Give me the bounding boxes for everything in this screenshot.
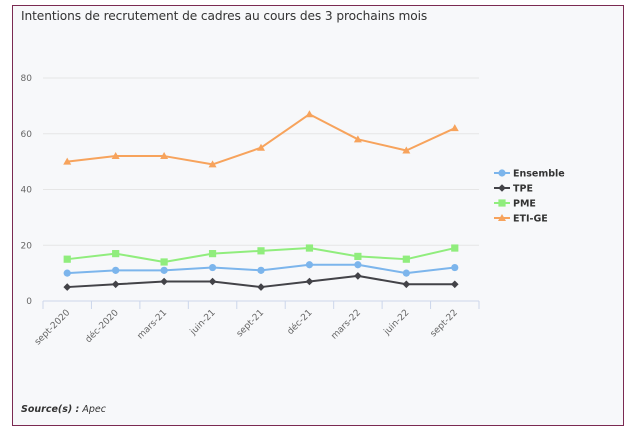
series-pme [64,244,459,265]
data-point[interactable] [306,261,313,268]
data-point[interactable] [257,247,264,254]
legend-marker-icon[interactable] [498,169,505,176]
data-point[interactable] [257,283,265,291]
y-axis: 0 20 40 60 80 [21,74,33,307]
data-point[interactable] [161,267,168,274]
y-tick-label: 40 [21,186,33,196]
gridlines [43,78,479,245]
x-tick-label: sept-22 [429,308,460,339]
data-point[interactable] [403,256,410,263]
data-point[interactable] [209,250,216,257]
series-line [67,114,455,164]
data-point[interactable] [112,267,119,274]
data-point[interactable] [209,278,217,286]
data-point[interactable] [161,258,168,265]
legend-item[interactable]: PME [494,199,536,210]
legend-label: PME [513,199,536,210]
x-tick-label: mars-21 [136,308,169,341]
data-point[interactable] [209,264,216,271]
data-point[interactable] [354,253,361,260]
y-tick-label: 20 [21,241,33,251]
x-tick-label: sept-2020 [33,308,73,348]
x-tick-label: déc-21 [285,307,315,337]
data-point[interactable] [306,278,314,286]
legend-label: Ensemble [513,169,565,180]
y-tick-label: 80 [21,74,33,84]
data-point[interactable] [403,280,411,288]
data-point[interactable] [451,244,458,251]
data-point[interactable] [160,278,168,286]
data-point[interactable] [63,283,71,291]
data-point[interactable] [451,264,458,271]
data-point[interactable] [112,250,119,257]
data-point[interactable] [354,272,362,280]
series-group [63,110,459,291]
legend-item[interactable]: TPE [494,184,533,195]
legend-marker-icon[interactable] [498,199,505,206]
data-point[interactable] [112,280,120,288]
data-point[interactable] [305,110,313,117]
data-point[interactable] [64,256,71,263]
data-point[interactable] [403,270,410,277]
legend-label: TPE [513,184,533,195]
x-tick-label: juin-21 [188,308,218,338]
data-point[interactable] [306,244,313,251]
y-tick-label: 0 [26,297,32,307]
x-tick-label: sept-21 [235,308,266,339]
series-ensemble [64,261,459,277]
legend-label: ETI-GE [513,214,548,225]
x-tick-label: juin-22 [382,308,412,338]
series-tpe [63,272,458,291]
data-point[interactable] [451,124,459,131]
y-tick-label: 60 [21,130,33,140]
x-axis: sept-2020 déc-2020 mars-21 juin-21 sept-21 dé… [33,301,479,347]
legend-marker-icon[interactable] [498,184,506,192]
series-eti-ge [63,110,459,167]
x-tick-label: déc-2020 [83,307,121,345]
data-point[interactable] [354,261,361,268]
data-point[interactable] [64,270,71,277]
x-tick-label: mars-22 [330,308,363,341]
data-point[interactable] [451,280,459,288]
legend: Ensemble TPE PME ETI-GE [494,169,565,225]
legend-item[interactable]: Ensemble [494,169,565,180]
legend-item[interactable]: ETI-GE [494,214,548,225]
data-point[interactable] [257,267,264,274]
